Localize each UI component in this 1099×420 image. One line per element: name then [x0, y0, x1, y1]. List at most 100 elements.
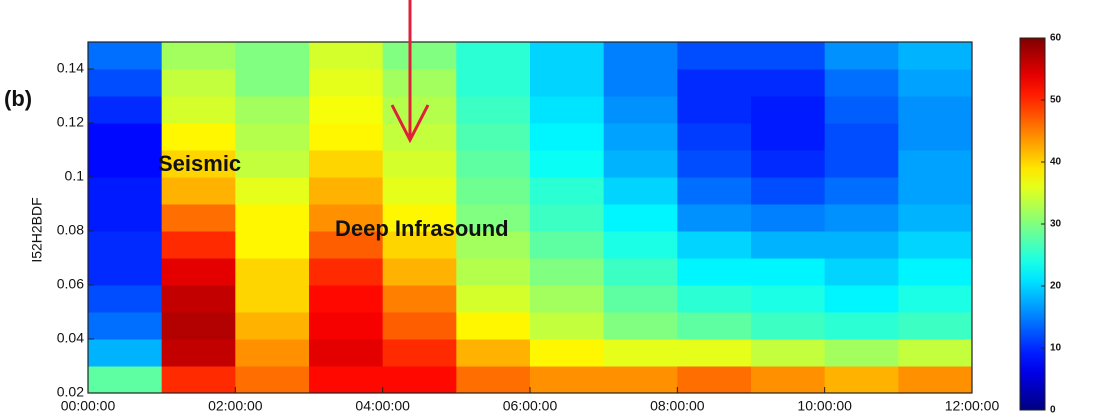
heatmap-cell [309, 339, 384, 367]
heatmap-cell [677, 312, 752, 340]
heatmap-cell [456, 339, 531, 367]
heatmap-cell [88, 177, 163, 205]
heatmap-cell [824, 69, 899, 97]
heatmap-cell [677, 150, 752, 178]
heatmap-cell [456, 312, 531, 340]
heatmap-cell [530, 285, 605, 313]
heatmap-cell [824, 339, 899, 367]
panel-label: (b) [4, 86, 32, 111]
heatmap-cell [88, 69, 163, 97]
heatmap-cell [603, 312, 678, 340]
arrow-head [390, 104, 430, 144]
heatmap-cell [677, 96, 752, 124]
heatmap-cell [161, 285, 236, 313]
heatmap-cell [382, 177, 457, 205]
heatmap-cell [751, 339, 826, 367]
heatmap-cell [235, 69, 310, 97]
heatmap-cell [309, 285, 384, 313]
heatmap-cell [751, 312, 826, 340]
heatmap-cell [309, 150, 384, 178]
heatmap-cell [88, 231, 163, 259]
heatmap-cell [751, 204, 826, 232]
heatmap-cell [824, 285, 899, 313]
x-tick-label: 00:00:00 [61, 398, 116, 414]
y-tick-label: 0.08 [57, 222, 84, 238]
heatmap-cell [530, 96, 605, 124]
heatmap-cell [824, 258, 899, 286]
heatmap-cell [235, 96, 310, 124]
heatmap-cell [677, 366, 752, 394]
heatmap-cell [751, 231, 826, 259]
heatmap-cell [603, 177, 678, 205]
heatmap-cell [530, 42, 605, 70]
heatmap-cell [751, 123, 826, 151]
heatmap-cell [824, 42, 899, 70]
heatmap-cell [161, 69, 236, 97]
heatmap-cell [235, 285, 310, 313]
heatmap-cell [456, 258, 531, 286]
heatmap-cell [530, 258, 605, 286]
heatmap-cell [235, 258, 310, 286]
heatmap-cell [751, 96, 826, 124]
heatmap-cell [88, 150, 163, 178]
heatmap-cell [456, 285, 531, 313]
heatmap-cell [530, 339, 605, 367]
heatmap-cell [824, 177, 899, 205]
y-tick-label: 0.02 [57, 384, 84, 400]
heatmap-cell [824, 366, 899, 394]
heatmap-cell [677, 339, 752, 367]
heatmap-cell [603, 96, 678, 124]
y-tick-label: 0.14 [57, 60, 84, 76]
heatmap-cell [603, 150, 678, 178]
heatmap-cell [309, 312, 384, 340]
heatmap-cell [751, 42, 826, 70]
heatmap-cell [382, 285, 457, 313]
heatmap-cell [382, 42, 457, 70]
heatmap-cell [898, 258, 973, 286]
heatmap-cell [898, 285, 973, 313]
heatmap-cell [382, 339, 457, 367]
heatmap-cell [382, 231, 457, 259]
x-tick-label: 12:00:00 [945, 398, 1000, 414]
colorbar-tick-label: 60 [1050, 33, 1062, 44]
colorbar-tick-label: 30 [1050, 219, 1062, 230]
heatmap-cell [824, 96, 899, 124]
heatmap-cell [161, 204, 236, 232]
heatmap-cell [309, 96, 384, 124]
heatmap-cell [456, 42, 531, 70]
annotation: Deep Infrasound [335, 216, 509, 241]
y-tick-label: 0.04 [57, 330, 84, 346]
heatmap-cell [677, 204, 752, 232]
heatmap-cell [530, 204, 605, 232]
heatmap-cell [751, 285, 826, 313]
y-tick-label: 0.1 [65, 168, 85, 184]
heatmap-cell [456, 366, 531, 394]
colorbar-tick-label: 50 [1050, 95, 1062, 106]
heatmap-cell [235, 339, 310, 367]
heatmap-cell [88, 123, 163, 151]
colorbar-tick-label: 10 [1050, 343, 1062, 354]
heatmap-cell [530, 312, 605, 340]
heatmap-cell [88, 258, 163, 286]
heatmap-cell [677, 285, 752, 313]
heatmap-cell [677, 69, 752, 97]
heatmap-cell [603, 42, 678, 70]
heatmap-cell [824, 204, 899, 232]
heatmap-cell [235, 150, 310, 178]
colorbar-tick-label: 40 [1050, 157, 1062, 168]
heatmap-cell [603, 204, 678, 232]
heatmap-cell [309, 366, 384, 394]
y-axis-label: I52H2BDF [29, 197, 45, 262]
heatmap-cell [898, 123, 973, 151]
heatmap-cell [456, 69, 531, 97]
heatmap-cell [88, 366, 163, 394]
heatmap-cell [88, 204, 163, 232]
heatmap-cell [677, 123, 752, 151]
heatmap-cell [677, 177, 752, 205]
heatmap-cell [309, 177, 384, 205]
heatmap-cell [456, 231, 531, 259]
heatmap-cell [677, 42, 752, 70]
annotation: Seismic [158, 151, 241, 176]
heatmap-cell [88, 42, 163, 70]
heatmap-cell [898, 96, 973, 124]
